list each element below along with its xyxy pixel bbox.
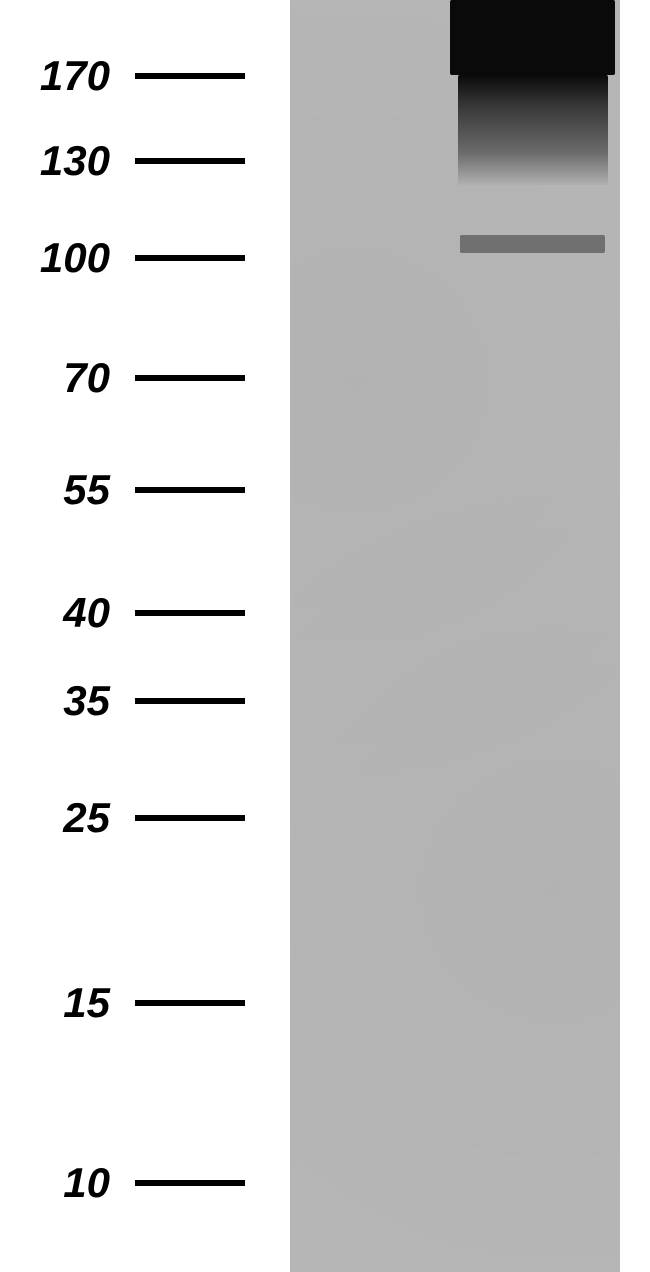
- marker-row-100: 100: [0, 234, 245, 282]
- marker-label: 25: [0, 794, 110, 842]
- marker-tick: [135, 487, 245, 493]
- marker-row-170: 170: [0, 52, 245, 100]
- protein-band-primary: [450, 0, 615, 75]
- western-blot-figure: 170 130 100 70 55 40 35 25 15 10: [0, 0, 650, 1272]
- marker-label: 170: [0, 52, 110, 100]
- marker-row-10: 10: [0, 1159, 245, 1207]
- marker-label: 130: [0, 137, 110, 185]
- marker-label: 100: [0, 234, 110, 282]
- marker-row-40: 40: [0, 589, 245, 637]
- marker-tick: [135, 255, 245, 261]
- protein-band-secondary: [460, 235, 605, 253]
- marker-label: 15: [0, 979, 110, 1027]
- marker-label: 55: [0, 466, 110, 514]
- protein-band-smear: [458, 75, 608, 185]
- marker-label: 35: [0, 677, 110, 725]
- blot-membrane-region: [290, 0, 620, 1272]
- membrane-texture: [290, 0, 620, 1272]
- marker-tick: [135, 73, 245, 79]
- marker-tick: [135, 1180, 245, 1186]
- marker-label: 10: [0, 1159, 110, 1207]
- marker-row-15: 15: [0, 979, 245, 1027]
- marker-row-130: 130: [0, 137, 245, 185]
- marker-tick: [135, 1000, 245, 1006]
- marker-tick: [135, 375, 245, 381]
- marker-row-35: 35: [0, 677, 245, 725]
- marker-tick: [135, 698, 245, 704]
- marker-label: 70: [0, 354, 110, 402]
- marker-tick: [135, 815, 245, 821]
- marker-label: 40: [0, 589, 110, 637]
- marker-row-25: 25: [0, 794, 245, 842]
- marker-row-70: 70: [0, 354, 245, 402]
- marker-tick: [135, 158, 245, 164]
- marker-row-55: 55: [0, 466, 245, 514]
- marker-tick: [135, 610, 245, 616]
